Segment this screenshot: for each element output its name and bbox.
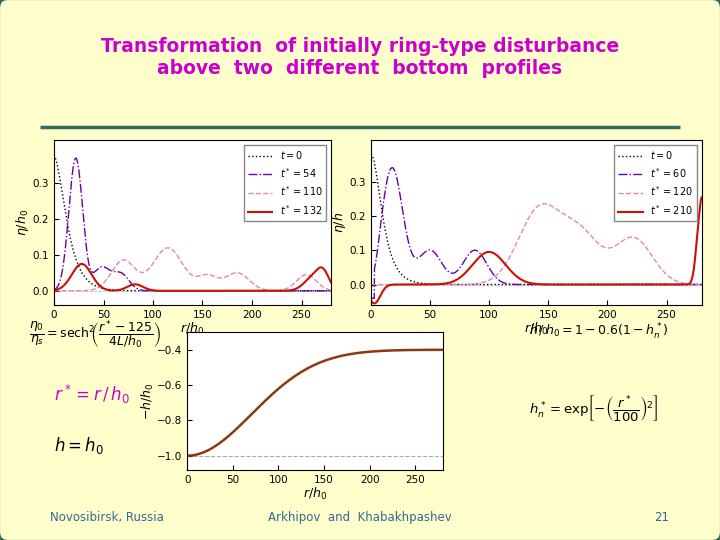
$t^* = 60$ bbox=[688, 281, 697, 288]
Text: $r^* = r\,/\,h_0$: $r^* = r\,/\,h_0$ bbox=[54, 383, 130, 406]
$t^* = 60$ bbox=[688, 281, 697, 288]
$t = 0$ bbox=[319, 287, 328, 294]
$t^* = 120$ bbox=[688, 281, 697, 287]
$t^* = 120$ bbox=[383, 281, 392, 288]
$t^* = 54$ bbox=[50, 287, 58, 293]
$t^* = 132$ bbox=[319, 265, 328, 272]
$t^* = 132$ bbox=[215, 287, 223, 294]
Line: $t^* = 132$: $t^* = 132$ bbox=[54, 264, 331, 291]
$t^* = 210$ bbox=[528, 280, 536, 287]
$t = 0$ bbox=[177, 287, 186, 294]
$t = 0$ bbox=[366, 151, 375, 157]
$t^* = 210$ bbox=[370, 300, 379, 307]
$t^* = 110$ bbox=[64, 287, 73, 294]
X-axis label: $r / h_0$: $r / h_0$ bbox=[524, 321, 549, 338]
Text: above  two  different  bottom  profiles: above two different bottom profiles bbox=[158, 59, 562, 78]
$t^* = 120$ bbox=[528, 210, 536, 216]
$t^* = 54$ bbox=[71, 155, 80, 161]
$t = 0$ bbox=[698, 281, 706, 288]
Line: $t = 0$: $t = 0$ bbox=[54, 155, 331, 291]
Y-axis label: $\eta / h_0$: $\eta / h_0$ bbox=[14, 209, 31, 237]
$t^* = 110$ bbox=[327, 287, 336, 293]
Text: $h = h_0$: $h = h_0$ bbox=[54, 435, 104, 456]
$t^* = 54$ bbox=[184, 287, 193, 294]
Legend: $t = 0$, $t^* = 60$, $t^* = 120$, $t^* = 210$: $t = 0$, $t^* = 60$, $t^* = 120$, $t^* =… bbox=[614, 145, 697, 221]
Text: Transformation  of initially ring-type disturbance: Transformation of initially ring-type di… bbox=[101, 37, 619, 57]
Text: Novosibirsk, Russia: Novosibirsk, Russia bbox=[50, 511, 164, 524]
Y-axis label: $\eta / h$: $\eta / h$ bbox=[331, 212, 348, 233]
$t = 0$ bbox=[64, 224, 73, 231]
$t^* = 54$ bbox=[319, 287, 328, 294]
$t^* = 60$ bbox=[366, 295, 375, 301]
$t^* = 120$ bbox=[540, 200, 549, 207]
$t^* = 132$ bbox=[269, 287, 277, 294]
$t = 0$ bbox=[184, 287, 193, 294]
$t = 0$ bbox=[383, 239, 392, 245]
$t = 0$ bbox=[627, 281, 636, 288]
$t^* = 210$ bbox=[627, 281, 636, 288]
$t^* = 132$ bbox=[327, 280, 336, 286]
$t^* = 60$ bbox=[528, 281, 536, 288]
$t^* = 60$ bbox=[519, 281, 528, 288]
$t^* = 110$ bbox=[184, 269, 193, 276]
$t = 0$ bbox=[268, 287, 276, 294]
$t^* = 132$ bbox=[64, 277, 73, 284]
$t^* = 132$ bbox=[78, 261, 86, 267]
Line: $t^* = 54$: $t^* = 54$ bbox=[54, 158, 331, 291]
$t^* = 210$ bbox=[384, 282, 392, 289]
$t^* = 54$ bbox=[268, 287, 276, 294]
Line: $t^* = 110$: $t^* = 110$ bbox=[54, 248, 331, 291]
$t^* = 132$ bbox=[319, 265, 328, 272]
$t = 0$ bbox=[528, 281, 536, 288]
$t^* = 110$ bbox=[268, 287, 276, 294]
$t^* = 110$ bbox=[163, 245, 172, 251]
$t^* = 120$ bbox=[698, 281, 706, 288]
Text: $h_n^* = \exp\!\left[-\left(\dfrac{r^*}{100}\right)^{\!2}\right]$: $h_n^* = \exp\!\left[-\left(\dfrac{r^*}{… bbox=[529, 393, 658, 423]
$t = 0$ bbox=[319, 287, 328, 294]
$t = 0$ bbox=[688, 281, 696, 288]
$t = 0$ bbox=[688, 281, 697, 288]
$t^* = 110$ bbox=[177, 259, 186, 266]
$t^* = 210$ bbox=[519, 278, 528, 284]
X-axis label: $r / h_0$: $r / h_0$ bbox=[303, 486, 327, 502]
Text: Arkhipov  and  Khabakhpashev: Arkhipov and Khabakhpashev bbox=[268, 511, 452, 524]
$t^* = 54$ bbox=[327, 287, 336, 294]
$t^* = 120$ bbox=[366, 281, 375, 288]
Line: $t^* = 60$: $t^* = 60$ bbox=[371, 167, 702, 298]
Legend: $t = 0$, $t^* = 54$, $t^* = 110$, $t^* = 132$: $t = 0$, $t^* = 54$, $t^* = 110$, $t^* =… bbox=[243, 145, 326, 221]
$t^* = 210$ bbox=[366, 297, 375, 303]
$t^* = 54$ bbox=[177, 287, 186, 294]
X-axis label: $r / h_0$: $r / h_0$ bbox=[181, 321, 204, 338]
$t^* = 132$ bbox=[50, 287, 58, 293]
$t^* = 120$ bbox=[688, 281, 697, 287]
Text: $\dfrac{\eta_0}{\eta_s} = \mathrm{sech}^2\!\!\left(\dfrac{r^*-125}{4L/h_0}\right: $\dfrac{\eta_0}{\eta_s} = \mathrm{sech}^… bbox=[29, 319, 161, 351]
Line: $t = 0$: $t = 0$ bbox=[371, 154, 702, 285]
$t^* = 60$ bbox=[698, 281, 706, 288]
Line: $t^* = 210$: $t^* = 210$ bbox=[371, 197, 702, 303]
$t^* = 60$ bbox=[627, 281, 636, 288]
$t^* = 110$ bbox=[319, 284, 328, 290]
$t^* = 210$ bbox=[688, 273, 697, 280]
$t^* = 110$ bbox=[50, 287, 58, 294]
$t = 0$ bbox=[327, 287, 336, 294]
$t^* = 210$ bbox=[698, 194, 706, 200]
Y-axis label: $-h / h_0$: $-h / h_0$ bbox=[140, 382, 156, 420]
$t^* = 54$ bbox=[319, 287, 328, 294]
$t^* = 132$ bbox=[184, 287, 193, 294]
$t^* = 54$ bbox=[64, 215, 73, 222]
$t^* = 110$ bbox=[319, 284, 328, 290]
$t = 0$ bbox=[518, 281, 527, 288]
$t^* = 210$ bbox=[698, 194, 706, 200]
$t^* = 120$ bbox=[518, 226, 527, 232]
$t^* = 60$ bbox=[388, 164, 397, 171]
$t^* = 210$ bbox=[688, 274, 697, 280]
Line: $t^* = 120$: $t^* = 120$ bbox=[371, 204, 702, 285]
$t^* = 120$ bbox=[627, 234, 636, 240]
Text: $h\,/\,h_0 = 1 - 0.6(1 - h_n^*)$: $h\,/\,h_0 = 1 - 0.6(1 - h_n^*)$ bbox=[529, 322, 669, 342]
Text: 21: 21 bbox=[654, 511, 670, 524]
$t = 0$ bbox=[50, 152, 58, 158]
$t^* = 60$ bbox=[383, 174, 392, 181]
$t^* = 132$ bbox=[177, 287, 186, 294]
